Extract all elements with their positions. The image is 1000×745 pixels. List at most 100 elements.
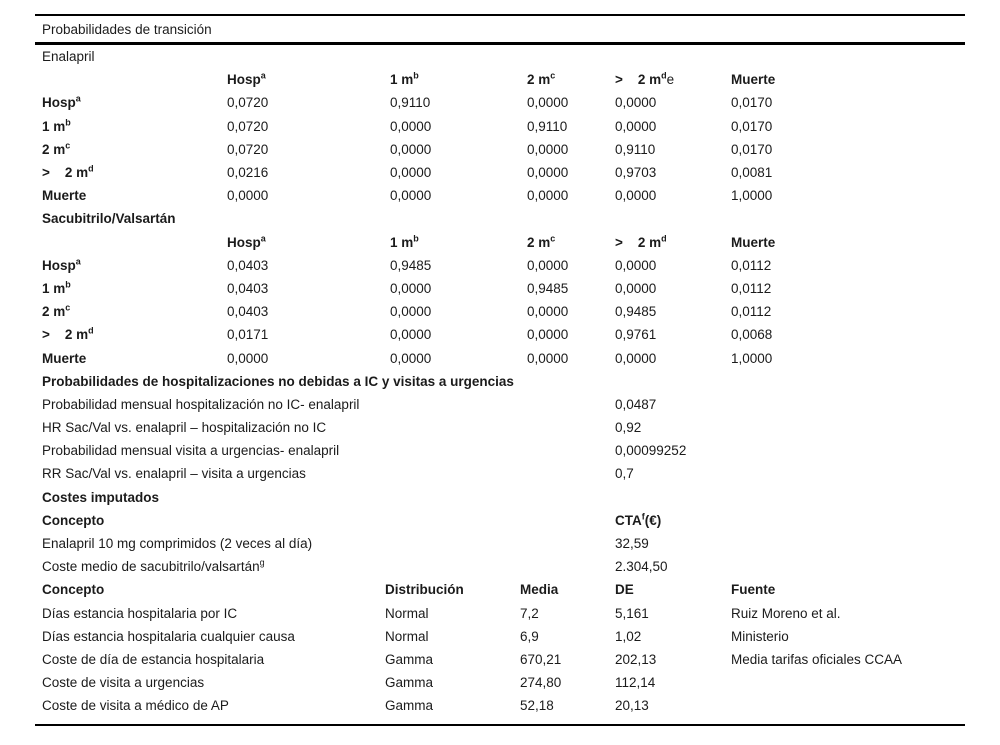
- parameter-value: 0,0487: [615, 396, 657, 412]
- parameter-value: 0,92: [615, 420, 642, 436]
- cell-value: 1,0000: [731, 350, 773, 366]
- cell-value: 0,0000: [227, 188, 269, 204]
- col-header-media: Media: [520, 582, 559, 598]
- de-cell: 1,02: [615, 628, 642, 644]
- cell-value: 0,0000: [390, 141, 432, 157]
- cell-value: 0,0170: [731, 118, 773, 134]
- costs-section-title-row: Costes imputados: [35, 486, 965, 509]
- cell-value: 0,9485: [527, 280, 569, 296]
- distribucion-cell: Normal: [385, 628, 429, 644]
- cost-label: Enalapril 10 mg comprimidos (2 veces al …: [42, 536, 313, 552]
- row-label: Muerte: [42, 188, 87, 204]
- enalapril-row-hosp: Hospa 0,0720 0,9110 0,0000 0,0000 0,0170: [35, 91, 965, 114]
- parameter-value: 0,7: [615, 466, 634, 482]
- cell-value: 0,0000: [390, 327, 432, 343]
- cell-value: 0,0216: [227, 165, 269, 181]
- cell-value: 0,0112: [731, 257, 772, 273]
- cell-value: 0,0403: [227, 280, 269, 296]
- enalapril-row-gt2m: > 2 md 0,0216 0,0000 0,0000 0,9703 0,008…: [35, 161, 965, 184]
- cell-value: 0,0170: [731, 95, 773, 111]
- col-header-2m: 2 mc: [527, 70, 556, 88]
- parameter-label: Probabilidad mensual visita a urgencias-…: [42, 443, 340, 459]
- cell-value: 0,0000: [527, 141, 569, 157]
- sacubitrilo-section-title-row: Sacubitrilo/Valsartán: [35, 207, 965, 230]
- cell-value: 0,9485: [390, 257, 432, 273]
- col-header-concepto: Concepto: [42, 512, 105, 528]
- row-label: 2 mc: [42, 140, 71, 157]
- row-label: 1 mb: [42, 117, 71, 134]
- concepto-cell: Coste de visita a urgencias: [42, 675, 205, 691]
- sacubitrilo-row-hosp: Hospa 0,0403 0,9485 0,0000 0,0000 0,0112: [35, 254, 965, 277]
- cell-value: 0,0000: [527, 327, 569, 343]
- cell-value: 0,0000: [615, 95, 657, 111]
- cell-value: 0,0068: [731, 327, 773, 343]
- row-label: Hospa: [42, 256, 81, 273]
- de-cell: 112,14: [615, 675, 656, 691]
- distributions-header-row: Concepto Distribución Media DE Fuente: [35, 578, 965, 601]
- row-label: 1 mb: [42, 279, 71, 296]
- concepto-cell: Días estancia hospitalaria por IC: [42, 605, 238, 621]
- sacubitrilo-row-gt2m: > 2 md 0,0171 0,0000 0,0000 0,9761 0,006…: [35, 323, 965, 346]
- cell-value: 0,0000: [527, 188, 569, 204]
- cost-row: Enalapril 10 mg comprimidos (2 veces al …: [35, 532, 965, 555]
- cell-value: 0,9761: [615, 327, 657, 343]
- cell-value: 0,0720: [227, 118, 269, 134]
- enalapril-row-1m: 1 mb 0,0720 0,0000 0,9110 0,0000 0,0170: [35, 115, 965, 138]
- col-header-gt2m: > 2 md: [615, 233, 667, 250]
- cell-value: 0,0000: [615, 257, 657, 273]
- distribucion-cell: Gamma: [385, 675, 434, 691]
- media-cell: 52,18: [520, 698, 554, 714]
- probability-row: Probabilidad mensual hospitalización no …: [35, 393, 965, 416]
- cell-value: 0,0720: [227, 141, 269, 157]
- cell-value: 0,0000: [527, 304, 569, 320]
- costs-header-row: Concepto CTAf(€): [35, 509, 965, 532]
- col-header-cta: CTAf(€): [615, 511, 662, 528]
- cell-value: 0,0000: [390, 188, 432, 204]
- cell-value: 0,0000: [390, 165, 432, 181]
- cell-value: 0,9110: [527, 118, 568, 134]
- cell-value: 0,0000: [227, 350, 269, 366]
- table-caption: Probabilidades de transición: [42, 21, 212, 37]
- media-cell: 670,21: [520, 651, 562, 667]
- col-header-1m: 1 mb: [390, 233, 419, 250]
- col-header-hosp: Hospa: [227, 233, 266, 250]
- sacubitrilo-row-muerte: Muerte 0,0000 0,0000 0,0000 0,0000 1,000…: [35, 346, 965, 369]
- parameter-label: HR Sac/Val vs. enalapril – hospitalizaci…: [42, 420, 327, 436]
- row-label: > 2 md: [42, 163, 94, 181]
- table-top-rule: [35, 14, 965, 16]
- distribution-row: Coste de día de estancia hospitalaria Ga…: [35, 648, 965, 671]
- fuente-cell: Ministerio: [731, 628, 789, 644]
- cell-value: 0,0170: [731, 141, 773, 157]
- parameter-label: Probabilidad mensual hospitalización no …: [42, 396, 360, 412]
- parameter-value: 0,00099252: [615, 443, 687, 459]
- distribution-row: Días estancia hospitalaria por IC Normal…: [35, 602, 965, 625]
- distribucion-cell: Gamma: [385, 651, 434, 667]
- probability-row: Probabilidad mensual visita a urgencias-…: [35, 439, 965, 462]
- enalapril-section-title: Enalapril: [42, 49, 95, 65]
- sacubitrilo-header-row: Hospa 1 mb 2 mc > 2 md Muerte: [35, 231, 965, 254]
- fuente-cell: Media tarifas oficiales CCAA: [731, 651, 903, 667]
- sacubitrilo-row-1m: 1 mb 0,0403 0,0000 0,9485 0,0000 0,0112: [35, 277, 965, 300]
- row-label: Hospa: [42, 93, 81, 111]
- probability-row: RR Sac/Val vs. enalapril – visita a urge…: [35, 462, 965, 485]
- enalapril-row-muerte: Muerte 0,0000 0,0000 0,0000 0,0000 1,000…: [35, 184, 965, 207]
- probabilities-section-title: Probabilidades de hospitalizaciones no d…: [42, 373, 514, 389]
- cell-value: 0,0000: [527, 95, 569, 111]
- cell-value: 0,0000: [615, 188, 657, 204]
- cell-value: 0,9485: [615, 304, 657, 320]
- cell-value: 0,0403: [227, 304, 269, 320]
- cell-value: 0,0720: [227, 95, 269, 111]
- cell-value: 0,9110: [615, 141, 656, 157]
- de-cell: 20,13: [615, 698, 649, 714]
- col-header-gt2m: > 2 mde: [615, 70, 675, 88]
- cell-value: 1,0000: [731, 188, 773, 204]
- cost-value: 32,59: [615, 536, 649, 552]
- costs-section-title: Costes imputados: [42, 489, 160, 505]
- cell-value: 0,9703: [615, 165, 657, 181]
- concepto-cell: Coste de visita a médico de AP: [42, 698, 229, 714]
- media-cell: 7,2: [520, 605, 539, 621]
- probability-row: HR Sac/Val vs. enalapril – hospitalizaci…: [35, 416, 965, 439]
- col-header-hosp: Hospa: [227, 70, 266, 88]
- cost-label: Coste medio de sacubitrilo/valsartáng: [42, 557, 265, 575]
- distribucion-cell: Normal: [385, 605, 429, 621]
